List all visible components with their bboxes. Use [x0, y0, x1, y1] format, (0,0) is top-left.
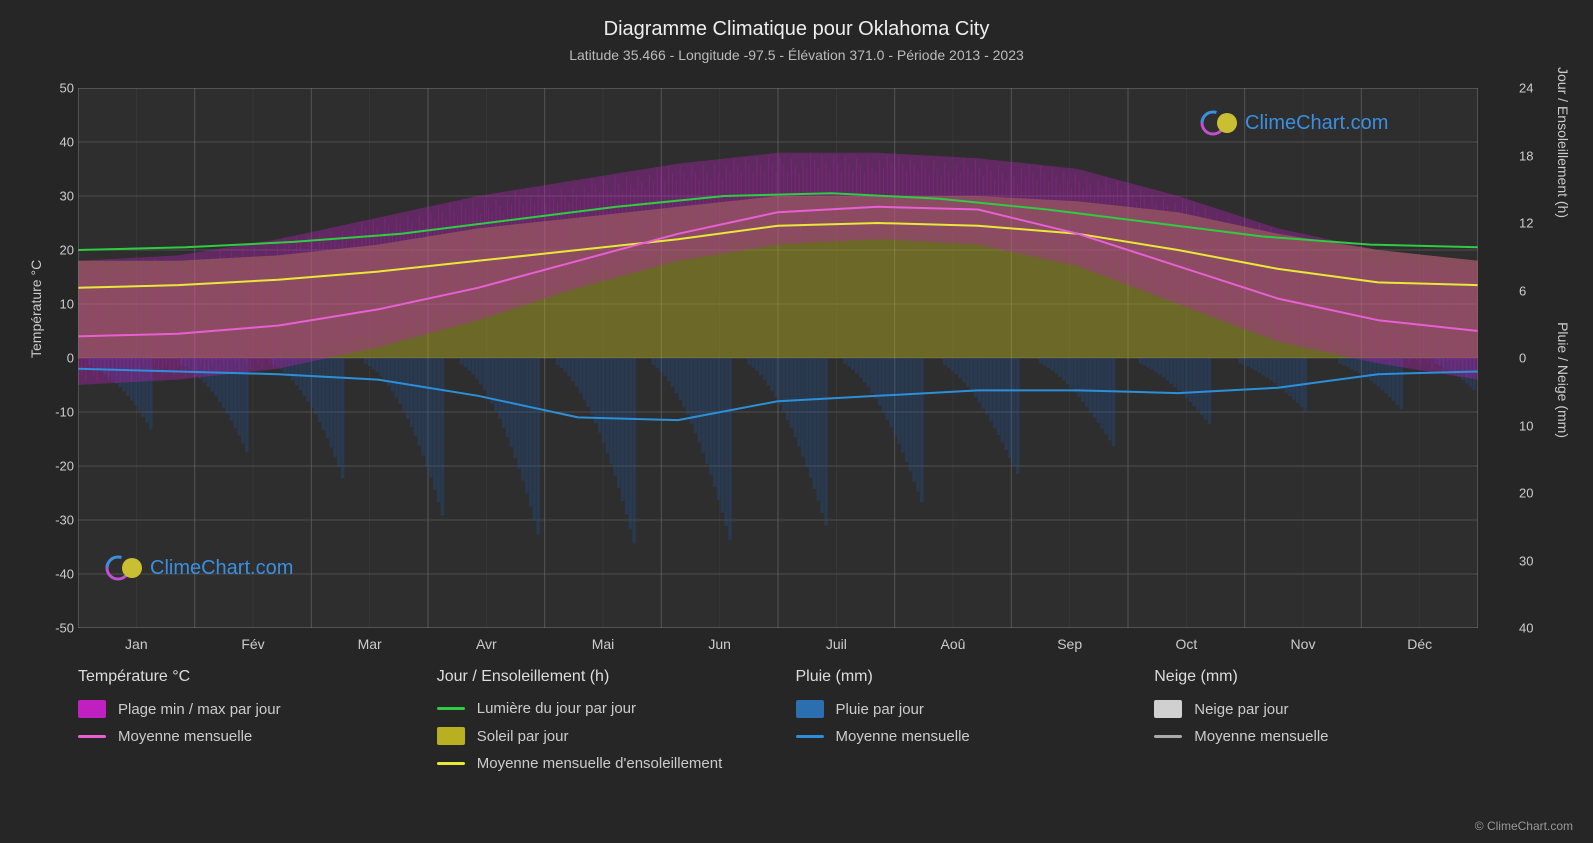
plot-svg: ClimeChart.com ClimeChart.com: [78, 88, 1478, 628]
legend-item: Moyenne mensuelle: [78, 728, 427, 745]
legend-label: Moyenne mensuelle: [118, 728, 252, 745]
left-tick: 0: [48, 351, 74, 366]
legend-label: Plage min / max par jour: [118, 701, 281, 718]
right-tick-mm: 30: [1519, 553, 1545, 568]
left-tick: -20: [48, 459, 74, 474]
right-tick-hours: 6: [1519, 283, 1545, 298]
legend-item: Plage min / max par jour: [78, 700, 427, 718]
legend-item: Moyenne mensuelle: [796, 728, 1145, 745]
month-tick: Aoû: [941, 636, 966, 652]
left-tick: 10: [48, 297, 74, 312]
month-tick: Mai: [592, 636, 615, 652]
right-tick-hours: 0: [1519, 351, 1545, 366]
legend-item: Neige par jour: [1154, 700, 1503, 718]
legend-swatch: [437, 727, 465, 745]
month-tick: Fév: [241, 636, 264, 652]
svg-text:ClimeChart.com: ClimeChart.com: [1245, 112, 1388, 134]
legend-label: Moyenne mensuelle d'ensoleillement: [477, 755, 723, 772]
right-tick-hours: 24: [1519, 81, 1545, 96]
left-tick: 20: [48, 243, 74, 258]
chart-area: ClimeChart.com ClimeChart.com: [78, 88, 1478, 628]
month-tick: Oct: [1175, 636, 1197, 652]
month-tick: Avr: [476, 636, 497, 652]
month-tick: Sep: [1057, 636, 1082, 652]
month-tick: Jan: [125, 636, 148, 652]
left-tick: -40: [48, 567, 74, 582]
legend-label: Moyenne mensuelle: [836, 728, 970, 745]
left-tick: 30: [48, 189, 74, 204]
legend-swatch: [796, 700, 824, 718]
legend-label: Pluie par jour: [836, 701, 924, 718]
legend-swatch: [1154, 700, 1182, 718]
month-tick: Mar: [358, 636, 382, 652]
legend-item: Moyenne mensuelle: [1154, 728, 1503, 745]
svg-text:ClimeChart.com: ClimeChart.com: [150, 557, 293, 579]
legend-line-swatch: [437, 707, 465, 710]
left-tick: 50: [48, 81, 74, 96]
legend-header: Neige (mm): [1154, 668, 1503, 686]
right-tick-mm: 10: [1519, 418, 1545, 433]
month-tick: Déc: [1407, 636, 1432, 652]
month-tick: Nov: [1291, 636, 1316, 652]
left-tick: -10: [48, 405, 74, 420]
right-axis-bottom-label: Pluie / Neige (mm): [1555, 322, 1571, 438]
legend-column: Jour / Ensoleillement (h) Lumière du jour…: [437, 668, 786, 772]
month-tick: Juil: [826, 636, 847, 652]
legend-column: Température °C Plage min / max par jour Mo…: [78, 668, 427, 772]
left-axis-label: Température °C: [28, 260, 44, 358]
legend-item: Lumière du jour par jour: [437, 700, 786, 717]
legend-column: Neige (mm) Neige par jour Moyenne mensuell…: [1154, 668, 1503, 772]
left-tick: -50: [48, 621, 74, 636]
copyright: © ClimeChart.com: [1475, 819, 1573, 833]
legend-header: Jour / Ensoleillement (h): [437, 668, 786, 686]
chart-subtitle: Latitude 35.466 - Longitude -97.5 - Élév…: [0, 47, 1593, 63]
right-axis-top-label: Jour / Ensoleillement (h): [1555, 67, 1571, 218]
legend-line-swatch: [1154, 735, 1182, 738]
legend-line-swatch: [78, 735, 106, 738]
legend-label: Moyenne mensuelle: [1194, 728, 1328, 745]
left-tick: 40: [48, 135, 74, 150]
right-tick-mm: 20: [1519, 486, 1545, 501]
legend-header: Pluie (mm): [796, 668, 1145, 686]
legend-item: Soleil par jour: [437, 727, 786, 745]
chart-title: Diagramme Climatique pour Oklahoma City: [0, 18, 1593, 41]
legend-label: Lumière du jour par jour: [477, 700, 636, 717]
legend-line-swatch: [796, 735, 824, 738]
right-tick-hours: 18: [1519, 148, 1545, 163]
month-tick: Jun: [708, 636, 731, 652]
right-tick-mm: 40: [1519, 621, 1545, 636]
legend-label: Soleil par jour: [477, 728, 569, 745]
right-tick-hours: 12: [1519, 216, 1545, 231]
legend-swatch: [78, 700, 106, 718]
left-tick: -30: [48, 513, 74, 528]
legend-item: Pluie par jour: [796, 700, 1145, 718]
legend-label: Neige par jour: [1194, 701, 1288, 718]
legend-header: Température °C: [78, 668, 427, 686]
legend-line-swatch: [437, 762, 465, 765]
legend-column: Pluie (mm) Pluie par jour Moyenne mensuell…: [796, 668, 1145, 772]
legend-item: Moyenne mensuelle d'ensoleillement: [437, 755, 786, 772]
legend: Température °C Plage min / max par jour Mo…: [78, 668, 1503, 772]
